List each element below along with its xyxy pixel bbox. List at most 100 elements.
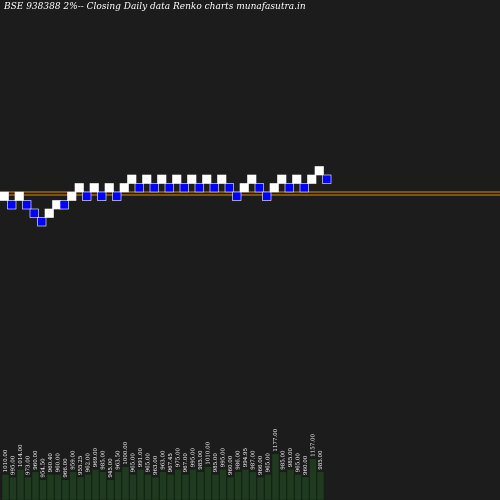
volume-bar [286,468,295,500]
volume-bar [301,476,310,500]
volume-bar [204,466,212,500]
volume-label: 966.00 [63,458,69,478]
volume-label: 967.45 [168,453,174,473]
renko-brick-up [44,208,54,218]
volume-label: 1010.00 [206,441,212,464]
volume-label: 995.00 [11,455,17,475]
volume-label: 985.00 [318,450,324,470]
volume-label: 960.00 [33,450,39,470]
volume-label: 960.00 [56,453,62,473]
volume-bar [84,474,92,500]
volume-bar [114,471,122,500]
renko-brick-down [232,191,242,201]
volume-bar [294,474,302,500]
volume-bar [219,468,227,500]
renko-brick-up [292,174,302,184]
volume-bar [16,468,25,500]
volume-bar [271,453,280,500]
renko-brick-down [322,174,332,184]
renko-brick-down [284,183,294,193]
volume-bar [9,476,17,500]
volume-label: 994.95 [243,447,249,467]
volume-label: 1157.00 [311,434,317,457]
renko-brick-down [254,183,264,193]
volume-label: 959.00 [71,450,77,470]
volume-label: 965.00 [296,453,302,473]
renko-brick-down [224,183,234,193]
volume-bar [39,479,47,500]
renko-brick-down [209,183,219,193]
renko-brick-down [97,191,107,201]
volume-bar [69,471,77,500]
renko-brick-up [104,183,114,193]
volume-bar [136,468,145,500]
volume-label: 985.00 [101,450,107,470]
renko-brick-up [142,174,152,184]
volume-label: 969.00 [93,447,99,467]
volume-label: 960.40 [48,453,54,473]
renko-brick-down [22,200,32,210]
volume-bar [316,471,325,500]
volume-label: 962.00 [86,453,92,473]
volume-label: 963.00 [153,455,159,475]
volume-label: 987.00 [251,450,257,470]
volume-bar [174,468,182,500]
volume-label: 1177.00 [273,428,279,451]
renko-brick-up [239,183,249,193]
volume-label: 963.50 [116,450,122,470]
volume-bar [121,466,130,500]
renko-brick-down [112,191,122,201]
volume-bar [54,474,62,500]
volume-bar [76,476,85,500]
renko-brick-up [172,174,182,184]
volume-bar [91,468,100,500]
volume-bar [24,476,32,500]
volume-label: 945.00 [108,458,114,478]
volume-label: 960.00 [303,455,309,475]
renko-brick-up [187,174,197,184]
volume-bar [1,474,10,500]
renko-brick-down [299,183,309,193]
renko-brick-down [7,200,17,210]
volume-bar [189,468,197,500]
volume-labels: 1010.00 995.00 1014.00 973.00 960.00 954.50 96… [3,428,324,477]
volume-bar [249,471,257,500]
renko-brick-down [134,183,144,193]
renko-brick-down [37,217,47,227]
volume-label: 954.50 [41,458,47,478]
volume-label: 986.00 [236,450,242,470]
volume-bar [61,479,70,500]
volume-bar [234,471,242,500]
renko-brick-down [164,183,174,193]
volume-bar [226,476,235,500]
volume-bar [159,471,167,500]
volume-bar [106,479,115,500]
volume-label: 973.00 [26,455,32,475]
volume-label: 966.00 [258,455,264,475]
renko-brick-up [0,191,9,201]
volume-bar [31,471,40,500]
volume-label: 960.00 [228,455,234,475]
volume-bar [279,471,287,500]
volume-label: 965.00 [146,453,152,473]
volume-label: 995.00 [191,447,197,467]
volume-bars [1,453,325,500]
volume-label: 985.00 [213,453,219,473]
volume-label: 967.00 [183,453,189,473]
volume-bar [166,474,175,500]
volume-label: 985.00 [281,450,287,470]
renko-brick-up [119,183,129,193]
volume-label: 995.00 [221,447,227,467]
renko-brick-down [29,208,39,218]
renko-brick-up [314,166,324,176]
renko-bricks [0,166,332,227]
renko-brick-down [82,191,92,201]
renko-brick-up [74,183,84,193]
renko-brick-down [262,191,272,201]
volume-bar [181,474,190,500]
renko-brick-up [277,174,287,184]
volume-bar [46,474,55,500]
renko-brick-up [67,191,77,201]
volume-label: 955.25 [78,455,84,475]
